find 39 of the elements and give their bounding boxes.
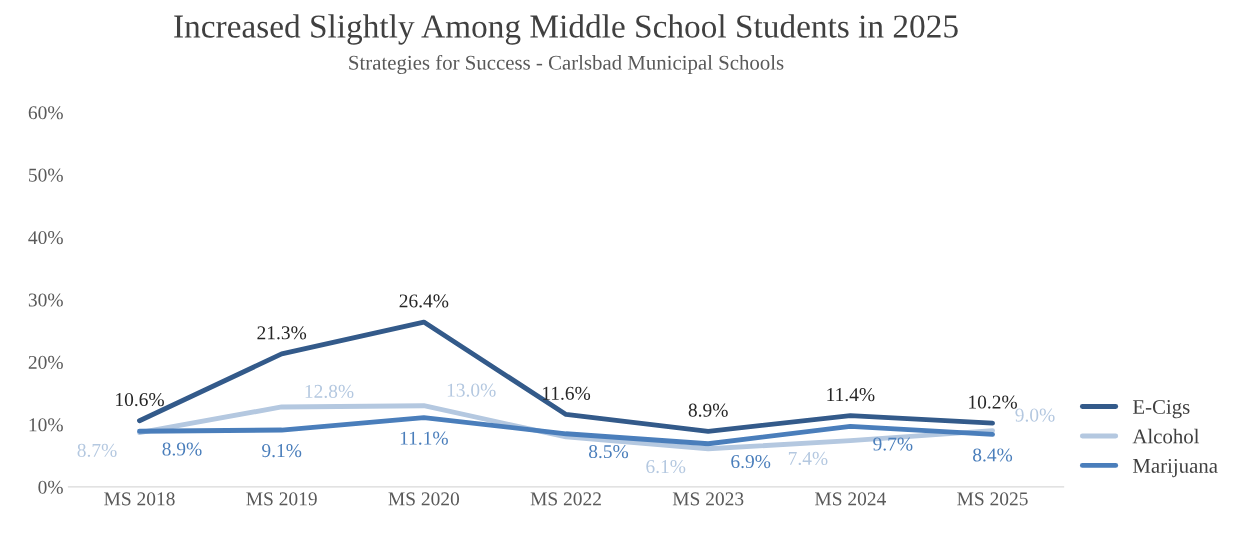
y-tick-label: 50% — [29, 168, 63, 182]
data-label: 8.7% — [77, 443, 117, 457]
data-label: 10.6% — [116, 392, 164, 407]
data-label: 26.4% — [399, 294, 449, 308]
data-label: 8.9% — [688, 403, 728, 417]
y-tick-label: 20% — [28, 355, 63, 370]
data-label: 11.1% — [400, 431, 448, 445]
data-label: 21.3% — [257, 326, 307, 340]
data-label: 8.4% — [973, 448, 1013, 462]
data-label: 8.9% — [162, 442, 202, 456]
data-label: 6.1% — [646, 459, 686, 474]
y-tick-label: 30% — [28, 293, 63, 307]
data-label: 11.6% — [542, 386, 591, 400]
legend-label: E-Cigs — [1132, 399, 1190, 419]
data-label: 12.8% — [305, 384, 354, 399]
data-label: 6.9% — [731, 454, 771, 469]
chart-title: Increased Slightly Among Middle School Students in 2025 — [174, 14, 958, 45]
x-tick-label: MS 2019 — [246, 492, 317, 506]
y-tick-label: 0% — [38, 480, 63, 494]
data-label: 7.4% — [788, 451, 828, 466]
x-tick-label: MS 2025 — [957, 492, 1028, 506]
y-tick-label: 10% — [29, 418, 63, 432]
data-label: 8.5% — [588, 444, 629, 459]
chart-subtitle: Strategies for Success - Carlsbad Municipal Schools — [349, 54, 784, 75]
legend-label: Marijuana — [1132, 458, 1218, 478]
data-label: 9.1% — [262, 444, 302, 458]
data-label: 9.0% — [1015, 408, 1055, 422]
x-tick-label: MS 2024 — [815, 492, 886, 506]
y-tick-label: 40% — [28, 231, 63, 245]
y-tick-label: 60% — [28, 106, 63, 120]
data-label: 9.7% — [873, 437, 913, 451]
data-label: 13.0% — [447, 383, 496, 397]
legend-label: Alcohol — [1132, 428, 1200, 444]
x-tick-label: MS 2020 — [388, 492, 460, 506]
data-label: 11.4% — [827, 388, 875, 402]
x-tick-label: MS 2018 — [104, 492, 175, 506]
data-label: 10.2% — [969, 395, 1017, 409]
x-tick-label: MS 2023 — [672, 492, 744, 506]
x-tick-label: MS 2022 — [530, 492, 601, 506]
